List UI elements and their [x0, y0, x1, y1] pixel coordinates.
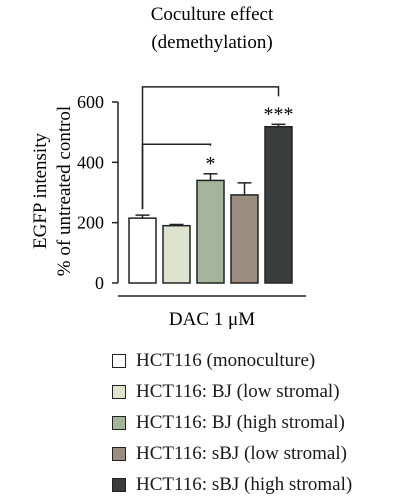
y-tick-label-3: 600 [77, 92, 104, 112]
legend-label-0: HCT116 (monoculture) [136, 349, 316, 371]
legend-swatch-1 [112, 384, 126, 399]
legend-label-1: HCT116: BJ (low stromal) [136, 380, 340, 402]
legend-swatch-2 [112, 415, 126, 430]
x-axis-label: DAC 1 μM [169, 309, 255, 330]
bar-3 [230, 194, 259, 284]
chart-title-line-1: Coculture effect [151, 4, 274, 25]
y-tick-label-0: 0 [95, 273, 104, 293]
legend-label-4: HCT116: sBJ (high stromal) [136, 473, 353, 495]
bar-4 [264, 125, 293, 284]
significance-label-1: *** [264, 103, 294, 125]
legend-item-3: HCT116: sBJ (low stromal) [112, 438, 352, 469]
bar-2 [196, 179, 225, 284]
chart-title-line-2: (demethylation) [151, 32, 272, 53]
bar-1 [162, 224, 191, 284]
y-tick-label-2: 400 [77, 152, 104, 172]
legend-swatch-3 [112, 446, 126, 461]
legend-item-1: HCT116: BJ (low stromal) [112, 376, 352, 407]
bar-0 [128, 217, 157, 284]
legend: HCT116 (monoculture) HCT116: BJ (low stro… [112, 345, 352, 500]
legend-item-0: HCT116 (monoculture) [112, 345, 352, 376]
legend-item-2: HCT116: BJ (high stromal) [112, 407, 352, 438]
legend-swatch-0 [112, 353, 126, 368]
significance-bracket-1 [141, 86, 280, 210]
legend-swatch-4 [112, 477, 126, 492]
legend-item-4: HCT116: sBJ (high stromal) [112, 469, 352, 500]
y-axis-label-line-1: EGFP intensity [30, 133, 51, 249]
chart: Coculture effect (demethylation) EGFP in… [30, 4, 306, 330]
y-tick-label-1: 200 [77, 213, 104, 233]
significance-label-0: * [206, 153, 216, 175]
y-axis-label-line-2: % of untreated control [54, 106, 75, 276]
legend-label-3: HCT116: sBJ (low stromal) [136, 442, 347, 464]
legend-label-2: HCT116: BJ (high stromal) [136, 411, 345, 433]
